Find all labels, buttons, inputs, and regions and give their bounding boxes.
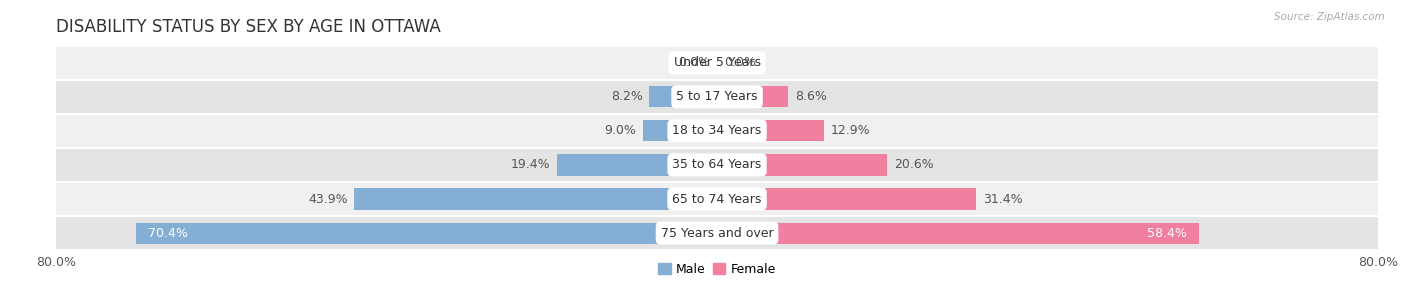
Bar bbox=[56, 182, 1378, 216]
Text: 70.4%: 70.4% bbox=[148, 227, 188, 239]
Text: 31.4%: 31.4% bbox=[983, 192, 1022, 206]
Legend: Male, Female: Male, Female bbox=[654, 258, 780, 281]
Text: 5 to 17 Years: 5 to 17 Years bbox=[676, 90, 758, 103]
Text: Source: ZipAtlas.com: Source: ZipAtlas.com bbox=[1274, 12, 1385, 22]
Text: 65 to 74 Years: 65 to 74 Years bbox=[672, 192, 762, 206]
Bar bbox=[56, 80, 1378, 114]
Text: 0.0%: 0.0% bbox=[724, 56, 755, 69]
Bar bbox=[717, 154, 887, 175]
Text: DISABILITY STATUS BY SEX BY AGE IN OTTAWA: DISABILITY STATUS BY SEX BY AGE IN OTTAW… bbox=[56, 18, 441, 36]
Bar bbox=[717, 188, 976, 210]
Text: 12.9%: 12.9% bbox=[830, 124, 870, 137]
Text: 9.0%: 9.0% bbox=[605, 124, 636, 137]
Text: 20.6%: 20.6% bbox=[894, 159, 934, 171]
Bar bbox=[717, 86, 789, 107]
Bar bbox=[56, 114, 1378, 148]
Text: 18 to 34 Years: 18 to 34 Years bbox=[672, 124, 762, 137]
Bar bbox=[643, 120, 717, 142]
Text: 8.2%: 8.2% bbox=[610, 90, 643, 103]
Text: 35 to 64 Years: 35 to 64 Years bbox=[672, 159, 762, 171]
Text: 43.9%: 43.9% bbox=[308, 192, 347, 206]
Bar bbox=[56, 216, 1378, 250]
Text: 75 Years and over: 75 Years and over bbox=[661, 227, 773, 239]
Bar bbox=[135, 223, 717, 244]
Text: 58.4%: 58.4% bbox=[1147, 227, 1187, 239]
Bar bbox=[717, 223, 1199, 244]
Text: 19.4%: 19.4% bbox=[510, 159, 550, 171]
Text: 0.0%: 0.0% bbox=[679, 56, 710, 69]
Bar bbox=[56, 46, 1378, 80]
Bar bbox=[56, 148, 1378, 182]
Text: Under 5 Years: Under 5 Years bbox=[673, 56, 761, 69]
Bar bbox=[557, 154, 717, 175]
Text: 8.6%: 8.6% bbox=[794, 90, 827, 103]
Bar bbox=[354, 188, 717, 210]
Bar bbox=[650, 86, 717, 107]
Bar bbox=[717, 120, 824, 142]
